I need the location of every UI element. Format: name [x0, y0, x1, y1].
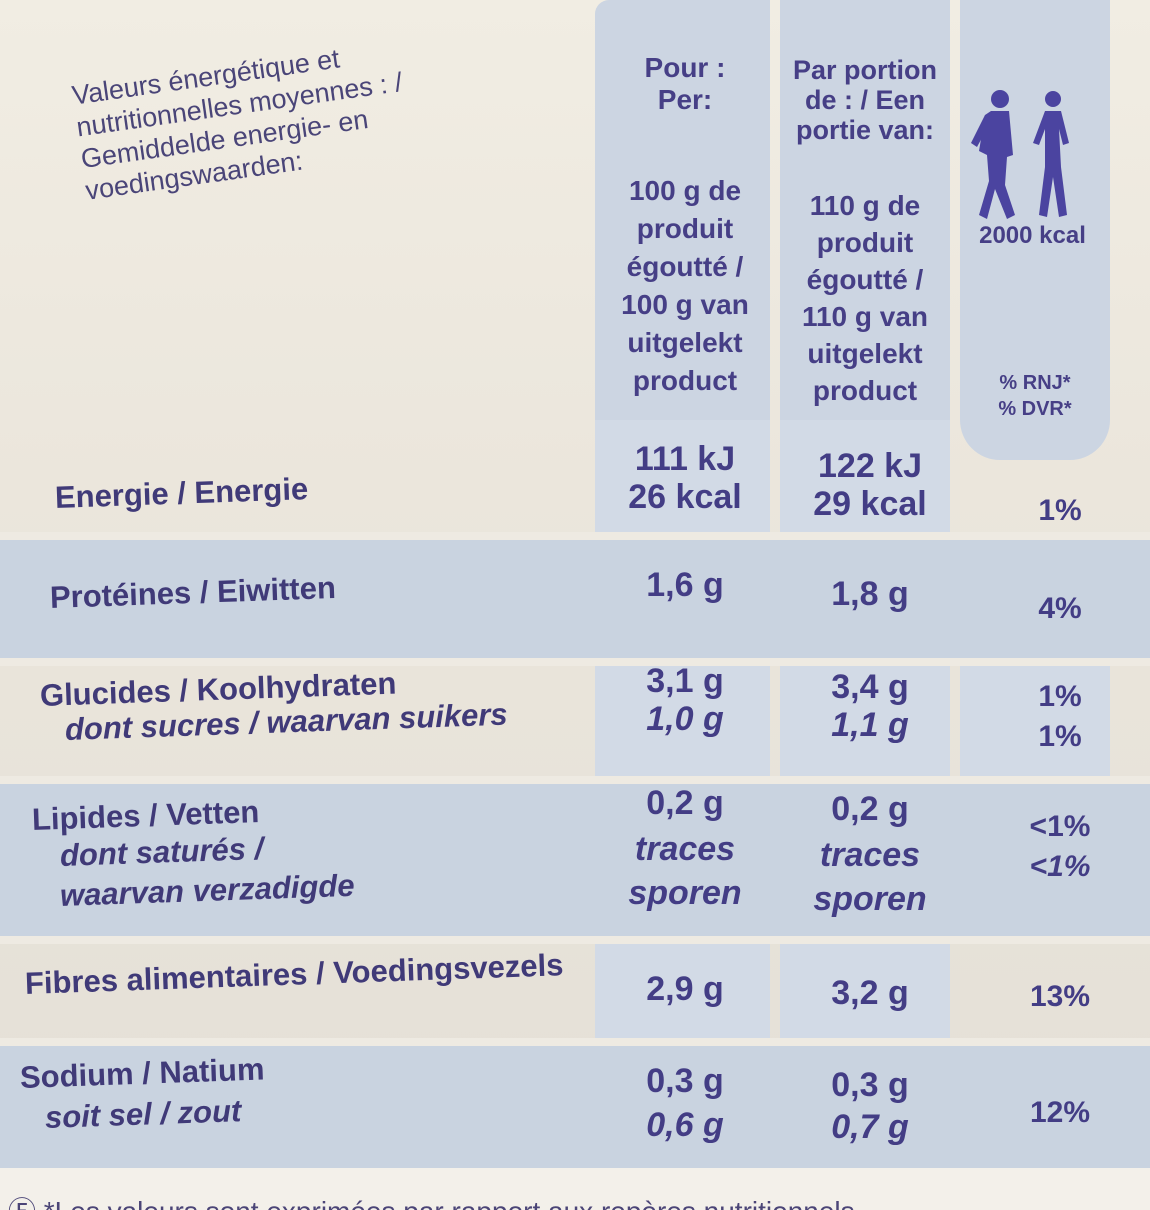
row-carbs-col3	[960, 666, 1110, 776]
salt-label: soit sel / zout	[44, 1093, 242, 1135]
saturated-label-fr: dont saturés /	[59, 830, 264, 873]
separator	[0, 936, 1150, 944]
energy-per-portion: 122 kJ 29 kcal	[813, 447, 927, 523]
sodium-per-100: 0,3 g	[646, 1062, 724, 1100]
walking-people-icon	[971, 90, 1069, 219]
protein-per-portion: 1,8 g	[831, 575, 909, 613]
rnj-label: % RNJ* % DVR*	[998, 372, 1072, 420]
fat-per-100: 0,2 g	[646, 784, 724, 822]
carbs-per-portion: 3,4 g	[831, 668, 909, 706]
fibre-pct: 13%	[1029, 980, 1091, 1013]
row-fibre-col1	[595, 944, 770, 1038]
per-label: Pour : Per:	[644, 52, 726, 115]
fibre-per-portion: 3,2 g	[831, 974, 909, 1012]
sugars-per-100: 1,0 g	[646, 700, 724, 738]
carbs-per-100: 3,1 g	[646, 662, 724, 700]
row-energy-col1	[595, 420, 770, 532]
fibre-per-100: 2,9 g	[646, 970, 724, 1008]
fat-pct: <1%	[1029, 810, 1091, 843]
table-title: Valeurs énergétique et nutritionnelles m…	[70, 43, 405, 206]
separator	[0, 776, 1150, 784]
per-100g-label: 100 g de produit égoutté / 100 g van uit…	[621, 175, 749, 396]
salt-per-portion: 0,7 g	[831, 1108, 909, 1146]
salt-pct: 12%	[1029, 1096, 1091, 1129]
saturated-per-100-nl: sporen	[628, 874, 742, 912]
sodium-per-portion: 0,3 g	[831, 1066, 909, 1104]
row-protein	[0, 540, 1150, 658]
row-fat	[0, 784, 1150, 936]
sugars-per-portion: 1,1 g	[831, 706, 909, 744]
row-energy	[0, 420, 1150, 532]
column-per-100-bg	[595, 0, 770, 420]
per-110g-label: 110 g de produit égoutté / 110 g van uit…	[801, 190, 929, 406]
fat-per-portion: 0,2 g	[831, 790, 909, 828]
energy-per-100: 111 kJ 26 kcal	[628, 440, 742, 516]
footer	[0, 1168, 1150, 1210]
row-fibre-col2	[780, 944, 950, 1038]
carbs-pct: 1%	[1038, 680, 1082, 713]
footer-note: Ⓕ *Les valeurs sont exprimées par rappor…	[8, 1190, 855, 1210]
column-per-portion-bg	[780, 0, 950, 420]
sugars-pct: 1%	[1038, 720, 1082, 753]
row-carbs-col1	[595, 666, 770, 776]
separator	[0, 532, 1150, 540]
portion-label: Par portion de : / Een portie van:	[792, 55, 937, 145]
row-energy-col2	[780, 420, 950, 532]
reference-kcal: 2000 kcal	[979, 222, 1086, 249]
saturated-per-portion-nl: sporen	[813, 880, 927, 918]
row-sodium	[0, 1046, 1150, 1168]
protein-per-100: 1,6 g	[646, 566, 724, 604]
saturated-per-portion-fr: traces	[819, 836, 921, 874]
row-carbs-col2	[780, 666, 950, 776]
separator	[0, 658, 1150, 666]
saturated-per-100-fr: traces	[634, 830, 736, 868]
row-fibre	[0, 944, 1150, 1038]
row-carbs	[0, 666, 1150, 776]
saturated-pct: <1%	[1029, 850, 1091, 883]
energy-pct: 1%	[1038, 494, 1082, 527]
column-rnj-bg	[960, 0, 1110, 460]
protein-pct: 4%	[1038, 592, 1082, 625]
separator	[0, 1038, 1150, 1046]
salt-per-100: 0,6 g	[646, 1106, 724, 1144]
